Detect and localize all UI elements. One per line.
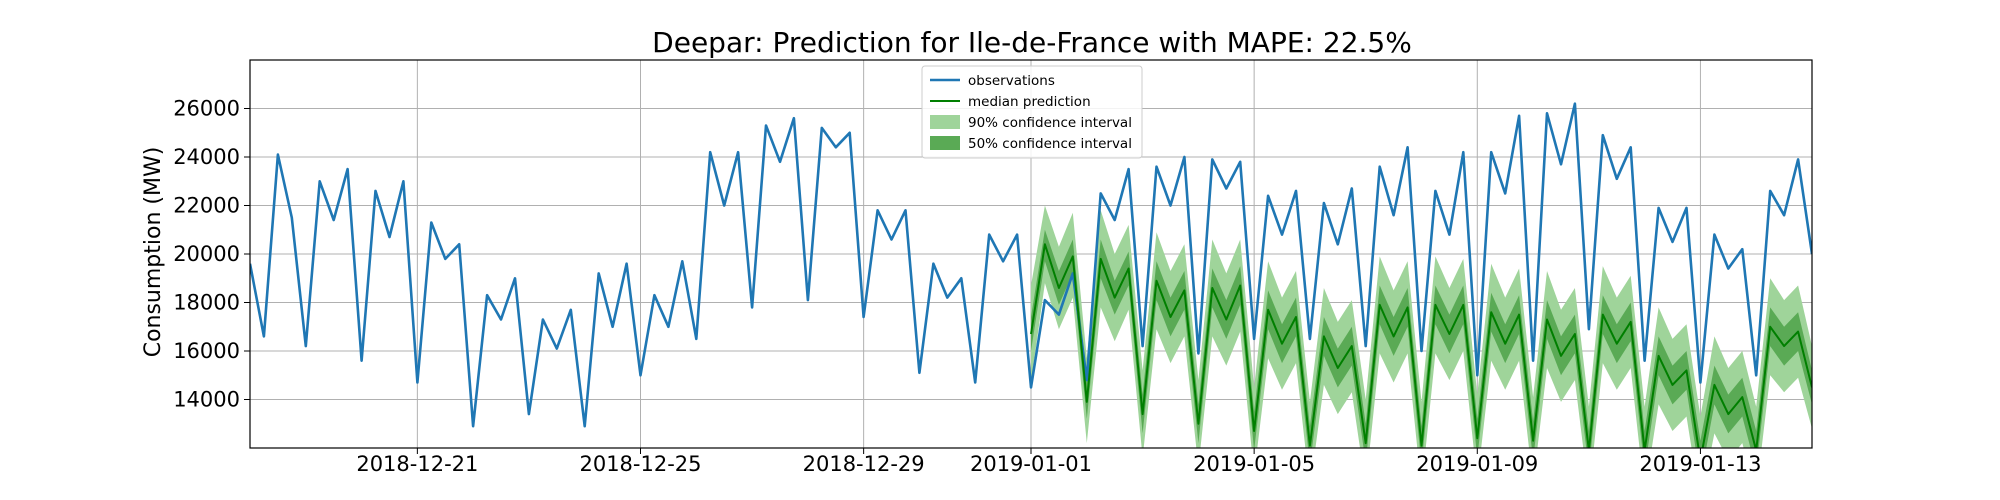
x-tick-label: 2019-01-01 [970, 452, 1092, 476]
ci50-band [1031, 229, 1812, 448]
legend-ci50-swatch [930, 136, 960, 150]
x-tick-label: 2018-12-21 [356, 452, 478, 476]
axis-ticks: 14000 16000 18000 20000 22000 24000 26000 2018-… [173, 97, 1761, 477]
x-tick-label: 2019-01-09 [1416, 452, 1538, 476]
x-tick-label: 2018-12-29 [803, 452, 925, 476]
legend-ci90-label: 90% confidence interval [968, 115, 1132, 131]
y-tick-label: 26000 [173, 97, 240, 121]
legend-observations-label: observations [968, 73, 1055, 89]
y-tick-label: 16000 [173, 339, 240, 363]
y-tick-label: 24000 [173, 145, 240, 169]
y-tick-label: 22000 [173, 194, 240, 218]
x-tick-label: 2019-01-05 [1193, 452, 1315, 476]
median-prediction-line [1030, 243, 1812, 448]
legend-median-prediction-label: median prediction [968, 94, 1091, 110]
y-axis-label: Consumption (MW) [141, 147, 166, 358]
y-tick-label: 18000 [173, 291, 240, 315]
legend-box [921, 65, 1143, 159]
y-tick-label: 14000 [173, 388, 240, 412]
x-tick-label: 2018-12-25 [579, 452, 701, 476]
ci90-band [1031, 205, 1812, 448]
observations-line [250, 102, 1812, 428]
plot-series [250, 102, 1812, 448]
legend-ci50-label: 50% confidence interval [968, 136, 1132, 152]
chart-title: Deepar: Prediction for Ile-de-France wit… [652, 26, 1412, 59]
legend-ci90-swatch [930, 115, 960, 129]
y-tick-label: 20000 [173, 242, 240, 266]
legend: observations median prediction 90% confide… [921, 65, 1143, 159]
x-tick-label: 2019-01-13 [1639, 452, 1761, 476]
